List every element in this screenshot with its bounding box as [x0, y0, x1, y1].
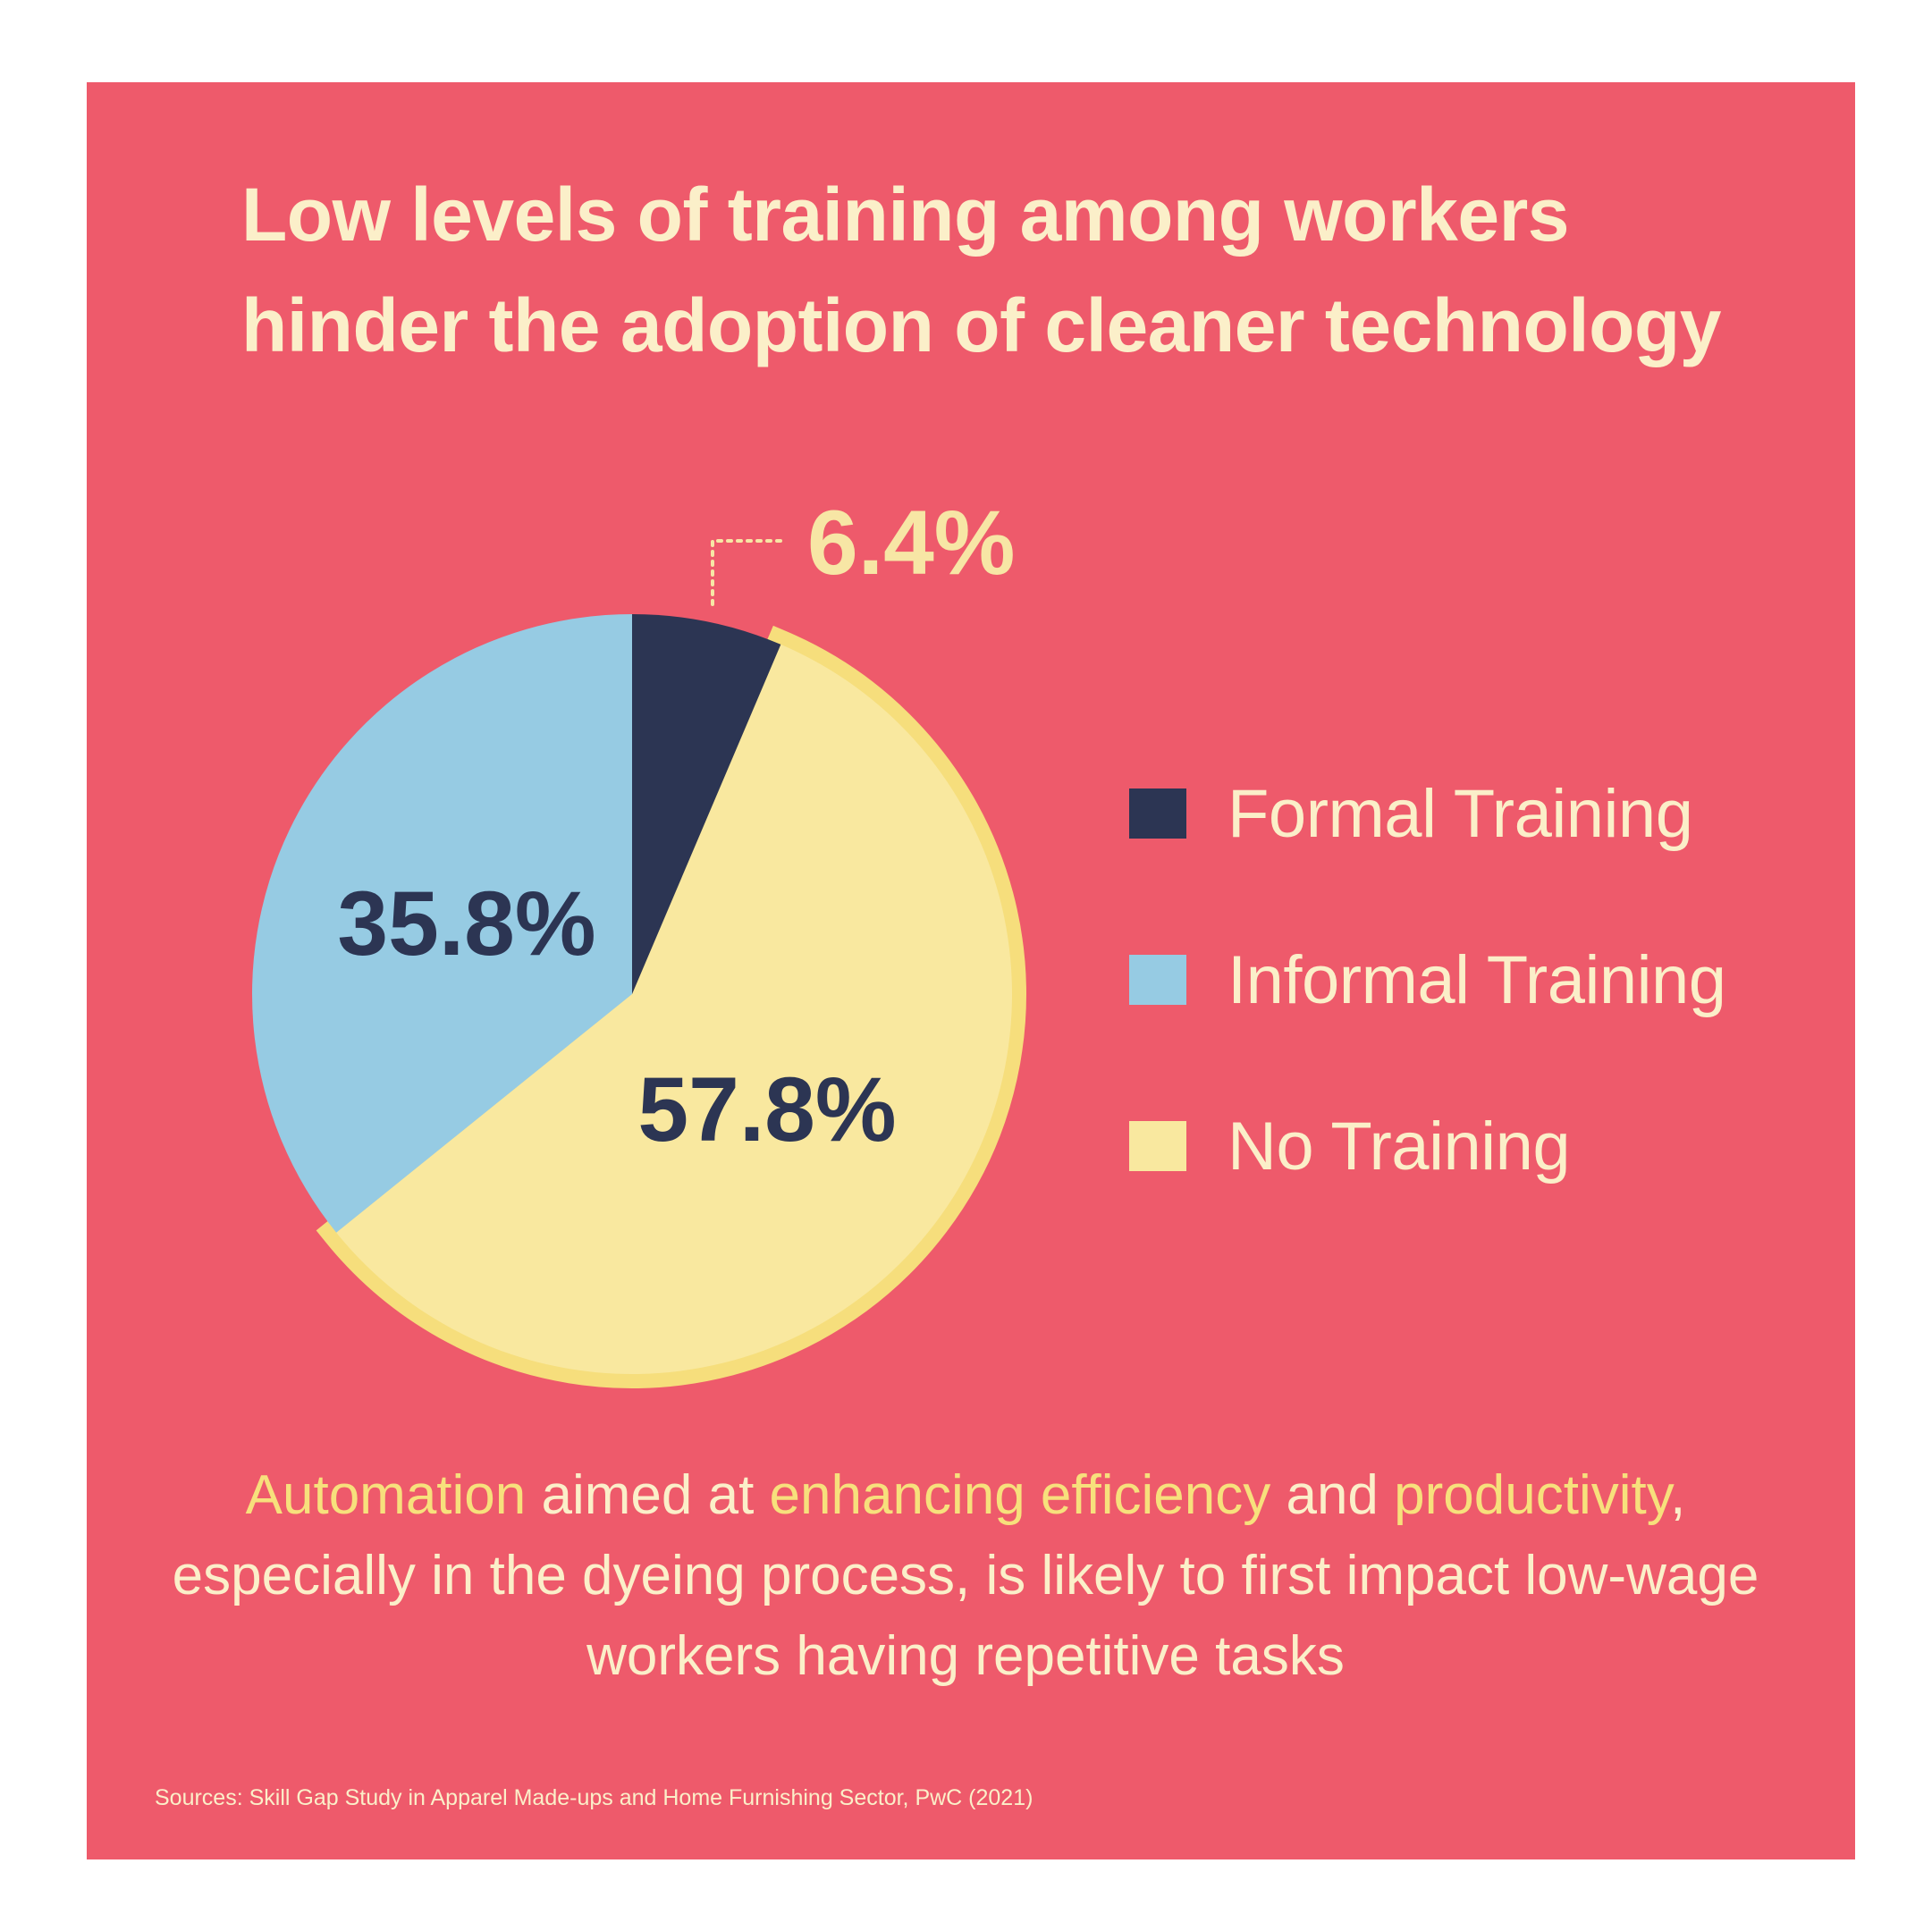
legend-item-informal-training: Informal Training — [1129, 935, 1809, 1025]
legend-swatch-informal — [1129, 955, 1186, 1005]
caption-highlight-productivity: productivity — [1394, 1464, 1671, 1526]
legend-swatch-formal — [1129, 788, 1186, 839]
pie-slice-no-training — [316, 625, 1026, 1388]
legend-item-no-training: No Training — [1129, 1101, 1809, 1191]
slice-label-formal-training: 6.4% — [807, 492, 1016, 594]
legend: Formal Training Informal Training No Tra… — [1129, 769, 1809, 1268]
source-note: Sources: Skill Gap Study in Apparel Made… — [155, 1785, 1033, 1810]
legend-label-formal: Formal Training — [1228, 775, 1693, 852]
slice-label-informal-training: 35.8% — [337, 873, 595, 974]
caption-text-1: aimed at — [526, 1464, 770, 1526]
leader-line — [711, 539, 789, 606]
caption-highlight-automation: Automation — [245, 1464, 527, 1526]
caption-highlight-efficiency: enhancing efficiency — [769, 1464, 1271, 1526]
title-line-2: hinder the adoption of cleaner technolog… — [241, 283, 1721, 367]
pie-slice-formal-training — [632, 614, 781, 994]
caption-text-3: , especially in the dyeing process, is l… — [172, 1464, 1759, 1687]
chart-title: Low levels of training among workers hin… — [241, 159, 1761, 381]
legend-label-informal: Informal Training — [1228, 941, 1726, 1018]
legend-swatch-none — [1129, 1121, 1186, 1171]
caption-text-2: and — [1270, 1464, 1395, 1526]
slice-label-no-training: 57.8% — [637, 1058, 896, 1160]
pie-slices — [252, 614, 1026, 1388]
title-line-1: Low levels of training among workers — [241, 173, 1569, 257]
legend-label-none: No Training — [1228, 1108, 1571, 1185]
caption: Automation aimed at enhancing efficiency… — [143, 1455, 1788, 1697]
pie-slice-informal-training — [252, 614, 632, 1233]
legend-item-formal-training: Formal Training — [1129, 769, 1809, 858]
